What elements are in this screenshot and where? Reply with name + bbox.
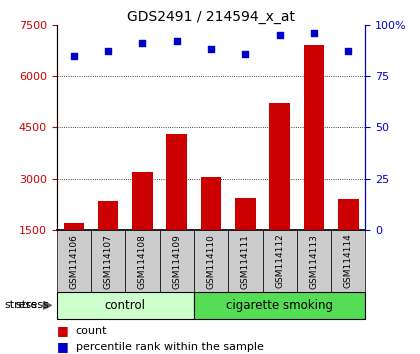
Bar xyxy=(338,199,359,230)
Text: stress: stress xyxy=(16,300,52,310)
Text: GSM114112: GSM114112 xyxy=(275,234,284,289)
Point xyxy=(242,51,249,56)
Bar xyxy=(57,230,91,292)
Text: ■: ■ xyxy=(57,325,68,337)
Point xyxy=(105,48,112,54)
Bar xyxy=(91,230,125,292)
Text: GSM114111: GSM114111 xyxy=(241,234,250,289)
Text: count: count xyxy=(76,326,107,336)
Bar xyxy=(125,230,160,292)
Point xyxy=(276,32,283,38)
Point xyxy=(173,38,180,44)
Bar xyxy=(194,292,365,319)
Bar xyxy=(297,230,331,292)
Bar xyxy=(63,223,84,230)
Bar xyxy=(201,177,221,230)
Bar xyxy=(98,201,118,230)
Text: GSM114107: GSM114107 xyxy=(104,234,113,289)
Bar xyxy=(57,292,194,319)
Text: ■: ■ xyxy=(57,341,68,353)
Point xyxy=(310,30,318,36)
Bar xyxy=(269,103,290,230)
Text: control: control xyxy=(105,299,146,312)
Point xyxy=(345,48,352,54)
Bar xyxy=(166,134,187,230)
Text: GSM114109: GSM114109 xyxy=(172,234,181,289)
Bar xyxy=(194,230,228,292)
Text: GSM114110: GSM114110 xyxy=(207,234,215,289)
Text: cigarette smoking: cigarette smoking xyxy=(226,299,333,312)
Bar xyxy=(331,230,365,292)
Text: stress: stress xyxy=(5,300,37,310)
Bar xyxy=(228,230,262,292)
Bar xyxy=(262,230,297,292)
Text: percentile rank within the sample: percentile rank within the sample xyxy=(76,342,263,352)
Text: GSM114114: GSM114114 xyxy=(344,234,353,289)
Bar xyxy=(132,172,153,230)
Text: GSM114113: GSM114113 xyxy=(310,234,318,289)
Point xyxy=(208,47,215,52)
Title: GDS2491 / 214594_x_at: GDS2491 / 214594_x_at xyxy=(127,10,295,24)
Text: GSM114108: GSM114108 xyxy=(138,234,147,289)
Point xyxy=(139,40,146,46)
Bar xyxy=(235,198,256,230)
Bar xyxy=(160,230,194,292)
Bar xyxy=(304,45,324,230)
Point xyxy=(71,53,77,58)
Text: GSM114106: GSM114106 xyxy=(69,234,79,289)
